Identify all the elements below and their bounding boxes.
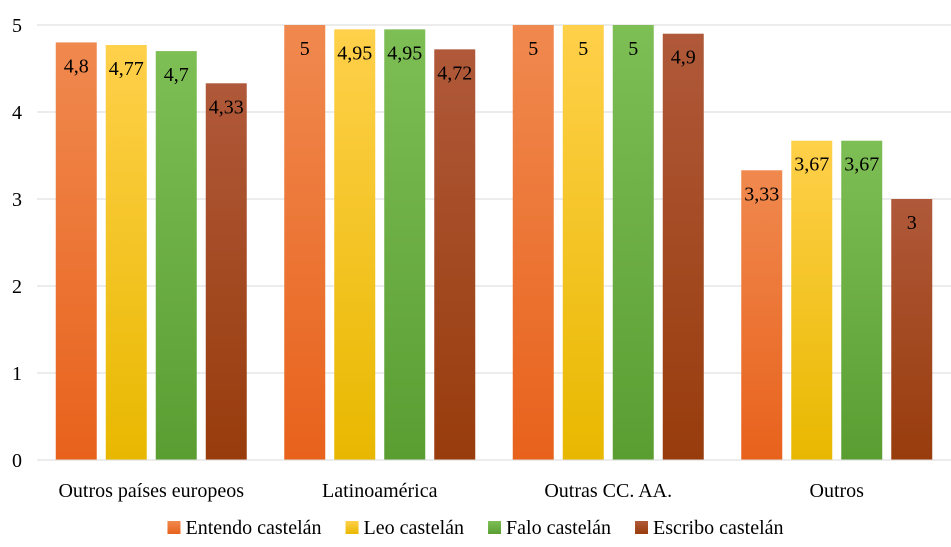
legend-item: Escribo castelán [635,517,784,539]
legend: Entendo castelán Leo castelán Falo castelá… [167,517,784,539]
data-label: 5 [578,38,588,60]
y-tick-label: 1 [12,363,22,385]
legend-swatch [167,521,181,534]
data-label: 5 [528,38,538,60]
data-label: 4,95 [337,42,372,64]
y-tick-label: 5 [12,15,22,37]
x-category-label: Outras CC. AA. [544,480,672,502]
bar [334,29,376,460]
data-label: 3,67 [794,154,829,176]
bar [205,83,247,460]
bar [384,29,426,460]
bar [841,140,883,460]
x-axis: Outros países europeos Latinoamérica Outra… [37,459,951,502]
data-label: 4,33 [209,96,244,118]
bar [612,25,654,460]
bar [662,33,704,460]
bars [55,25,933,461]
legend-label: Escribo castelán [653,517,784,539]
data-label: 5 [300,38,310,60]
bar [512,25,554,460]
data-label: 4,7 [164,64,189,86]
legend-item: Leo castelán [345,517,465,539]
bar [434,49,476,461]
data-label: 5 [628,38,638,60]
legend-label: Leo castelán [364,517,465,539]
legend-label: Falo castelán [506,517,611,539]
legend-item: Falo castelán [488,517,611,539]
bar [284,25,326,460]
y-tick-label: 4 [12,102,22,124]
legend-swatch [635,521,649,534]
y-axis: 0 1 2 3 4 5 [12,15,22,472]
data-label: 3 [907,212,917,234]
bar [562,25,604,460]
data-label: 4,8 [64,55,89,77]
bar [741,170,783,461]
bar [105,45,147,460]
data-label: 3,33 [744,183,779,205]
bar [155,51,197,460]
data-label: 4,9 [671,47,696,69]
legend-swatch [345,521,359,534]
y-tick-label: 2 [12,276,22,298]
x-category-label: Latinoamérica [322,480,438,502]
data-label: 4,95 [387,42,422,64]
bar [791,140,833,460]
legend-label: Entendo castelán [185,517,321,539]
data-labels: 4,8 4,77 4,7 4,33 5 4,95 4,95 4,72 5 5 5 4,9 3,33 3,6… [64,38,917,234]
data-label: 3,67 [844,154,879,176]
x-category-label: Outros países europeos [58,480,244,502]
data-label: 4,77 [109,58,144,80]
y-tick-label: 3 [12,189,22,211]
bar [891,199,933,460]
data-label: 4,72 [437,62,472,84]
legend-swatch [488,521,502,534]
legend-item: Entendo castelán [167,517,322,539]
y-tick-label: 0 [12,450,22,472]
x-category-label: Outros [810,480,865,502]
bar [55,42,97,461]
